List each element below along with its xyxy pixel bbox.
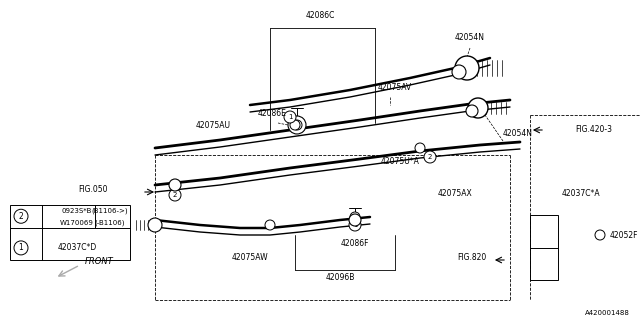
Text: FIG.420-3: FIG.420-3: [575, 125, 612, 134]
Circle shape: [466, 105, 478, 117]
Circle shape: [148, 218, 162, 232]
Text: FRONT: FRONT: [85, 258, 114, 267]
Circle shape: [292, 120, 302, 130]
Circle shape: [455, 56, 479, 80]
Text: 42075AV: 42075AV: [378, 84, 412, 92]
Text: 42075AU: 42075AU: [195, 121, 230, 130]
Circle shape: [290, 120, 300, 130]
Text: 42052F: 42052F: [610, 230, 639, 239]
Circle shape: [350, 212, 360, 222]
Bar: [530, 215, 558, 280]
Text: 42086E: 42086E: [257, 108, 287, 117]
Circle shape: [349, 214, 361, 226]
Circle shape: [169, 189, 181, 201]
Text: FIG.820: FIG.820: [458, 253, 487, 262]
Text: W170069: W170069: [60, 220, 94, 226]
Text: 42054N: 42054N: [503, 129, 533, 138]
Text: 42075U*A: 42075U*A: [381, 157, 419, 166]
Text: 42037C*A: 42037C*A: [562, 188, 600, 197]
Text: (-B1106): (-B1106): [95, 220, 125, 226]
Circle shape: [595, 230, 605, 240]
Circle shape: [265, 220, 275, 230]
Text: 42096B: 42096B: [325, 273, 355, 282]
Text: 42075AW: 42075AW: [232, 252, 268, 261]
Circle shape: [288, 116, 306, 134]
Text: FIG.050: FIG.050: [79, 186, 108, 195]
Text: 42075AX: 42075AX: [438, 188, 472, 197]
Text: 42037C*D: 42037C*D: [58, 244, 97, 252]
Text: 2: 2: [19, 212, 24, 221]
Circle shape: [14, 241, 28, 255]
Text: A420001488: A420001488: [585, 310, 630, 316]
Circle shape: [284, 111, 296, 123]
Circle shape: [14, 209, 28, 223]
Circle shape: [424, 151, 436, 163]
Circle shape: [169, 179, 181, 191]
Text: 42086F: 42086F: [340, 238, 369, 247]
Text: 42086C: 42086C: [305, 12, 335, 20]
Text: 2: 2: [428, 154, 432, 160]
Text: (B1106->): (B1106->): [92, 208, 128, 214]
Text: 42054N: 42054N: [455, 33, 485, 42]
Circle shape: [349, 219, 361, 231]
Bar: [10, 205, 130, 260]
Text: 1: 1: [288, 114, 292, 120]
Text: 0923S*B: 0923S*B: [62, 208, 92, 214]
Text: 2: 2: [173, 192, 177, 198]
Circle shape: [415, 143, 425, 153]
Text: 1: 1: [19, 244, 24, 252]
Text: 1: 1: [353, 222, 357, 228]
Circle shape: [468, 98, 488, 118]
Circle shape: [452, 65, 466, 79]
